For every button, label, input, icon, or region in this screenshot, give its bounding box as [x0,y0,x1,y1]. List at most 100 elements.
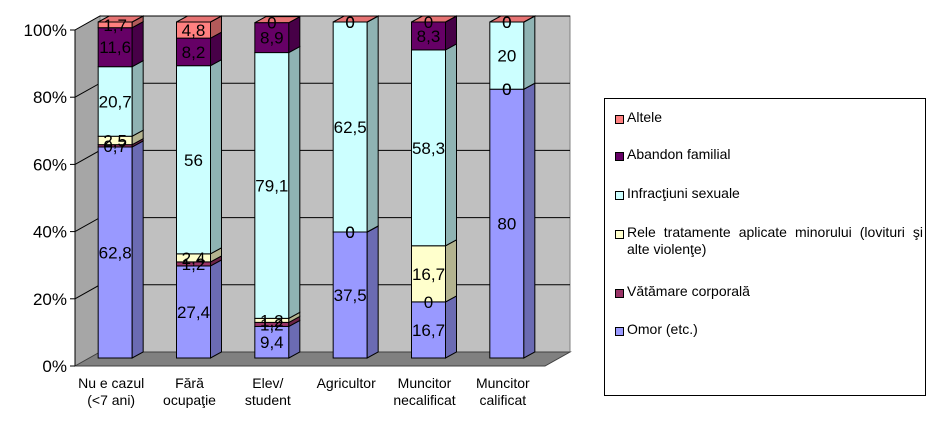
bar-segment-side [210,259,222,359]
x-category-label: Elev/ [252,375,283,391]
legend-item: Vătămare corporală [615,283,923,300]
bar-segment-side [288,45,301,320]
x-category-label: Muncitor [476,375,530,391]
bar-segment-side [210,58,222,255]
bar-segment [97,27,133,68]
bar-segment-side [131,140,144,359]
x-category-label: Fără [175,375,204,391]
bar-data-label: 8,3 [417,27,441,46]
bar-data-label: 2,5 [103,131,127,150]
bar-segment-side [131,20,144,68]
bar-data-label: 0 [502,13,511,32]
bar-data-label: 80 [497,215,516,234]
x-category-label: ocupaţie [163,392,216,408]
bar-data-label: 56 [184,151,203,170]
bar-data-label: 0 [502,80,511,99]
bar-segment-side [366,225,379,359]
bar-segment-side [523,82,536,359]
legend-swatch [615,289,624,298]
y-tick-label: 100% [24,21,67,40]
legend-swatch [615,230,624,239]
y-gridline [74,15,570,31]
bar-top-face [97,15,144,23]
bar-data-label: 20,7 [99,92,132,111]
x-category-label: necalificat [393,392,455,408]
bar-segment [254,22,290,54]
bar-data-label: 1,2 [260,311,284,330]
legend-swatch [615,152,624,161]
bar-data-label: 1,2 [182,255,206,274]
bar-data-label: 0,7 [103,137,127,156]
bar-segment [97,146,133,359]
bar-segment [411,301,446,359]
bar-segment-side [131,59,144,138]
bar-data-label: 8,2 [182,43,206,62]
bar-data-label: 0 [345,13,354,32]
bar-segment-side [445,43,457,247]
bar-segment [176,65,211,255]
bar-segment-side [523,15,536,91]
bar-segment [332,231,368,359]
bar-data-label: 0 [345,13,354,32]
chart-side-wall [74,15,101,367]
x-category-label: Muncitor [398,375,452,391]
bar-data-label: 2,4 [182,249,206,268]
bar-segment [176,37,211,67]
x-category-label: calificat [479,392,526,408]
bar-data-label: 27,4 [177,303,210,322]
legend-swatch [615,191,624,200]
y-tick-label: 60% [33,155,67,174]
x-category-label: Agricultor [317,375,376,391]
bar-data-label: 4,8 [182,21,206,40]
bar-top-face [254,16,301,24]
chart-legend: Altele Abandon familial Infracţiuni sexual… [604,98,926,396]
legend-label: Abandon familial [627,146,731,162]
bar-segment [332,21,368,233]
y-tick-label: 80% [33,88,67,107]
legend-item: Altele [615,109,923,126]
y-tick-label: 40% [33,223,67,242]
bar-segment-side [445,238,457,303]
bar-data-label: 16,7 [412,265,445,284]
bar-segment-side [366,15,379,233]
bar-data-label: 58,3 [412,139,445,158]
bar-top-face [489,15,536,23]
bar-data-label: 20 [497,47,516,66]
bar-data-label: 16,7 [412,321,445,340]
bar-data-label: 62,8 [99,243,132,262]
legend-swatch [615,115,624,124]
bar-segment [411,245,446,303]
bar-data-label: 62,5 [334,118,367,137]
legend-label: Vătămare corporală [627,283,750,299]
y-tick-label: 20% [33,290,67,309]
bar-segment-side [445,295,457,359]
x-category-label: (<7 ani) [87,392,135,408]
bar-data-label: 79,1 [255,176,288,195]
bar-top-face [176,15,222,23]
x-category-label: Nu e cazul [78,375,144,391]
bar-top-face [332,15,379,23]
bar-data-label: 37,5 [334,286,367,305]
bar-segment [489,21,525,90]
legend-item: Infracţiuni sexuale [615,185,923,202]
legend-swatch [615,327,624,336]
bar-top-face [411,15,457,23]
bar-segment [254,325,290,359]
chart-plot-area: 0% 20% 40% 60% 80% 100% 62,8 0,7 2,5 20,7 11,6 1,7 N… [24,13,572,408]
legend-item: Abandon familial [615,146,923,163]
bar-data-label: 0 [424,293,433,312]
y-tick-label: 0% [42,357,67,376]
bar-data-label: 0 [502,80,511,99]
bar-data-label: 0 [502,13,511,32]
bar-data-label: 0 [345,223,354,242]
legend-item: Omor (etc.) [615,321,923,338]
x-category-label: student [245,392,291,408]
legend-label: Omor (etc.) [627,321,698,337]
bar-data-label: 0 [424,13,433,32]
bar-data-label: 9,4 [260,333,284,352]
bar-segment [254,52,290,319]
bar-data-label: 11,6 [99,38,131,57]
bar-data-label: 1,2 [260,315,284,334]
bar-data-label: 0 [267,14,276,33]
stacked-bar-chart: 0% 20% 40% 60% 80% 100% 62,8 0,72,5 20,7 11,6 1,7 N… [24,13,572,408]
